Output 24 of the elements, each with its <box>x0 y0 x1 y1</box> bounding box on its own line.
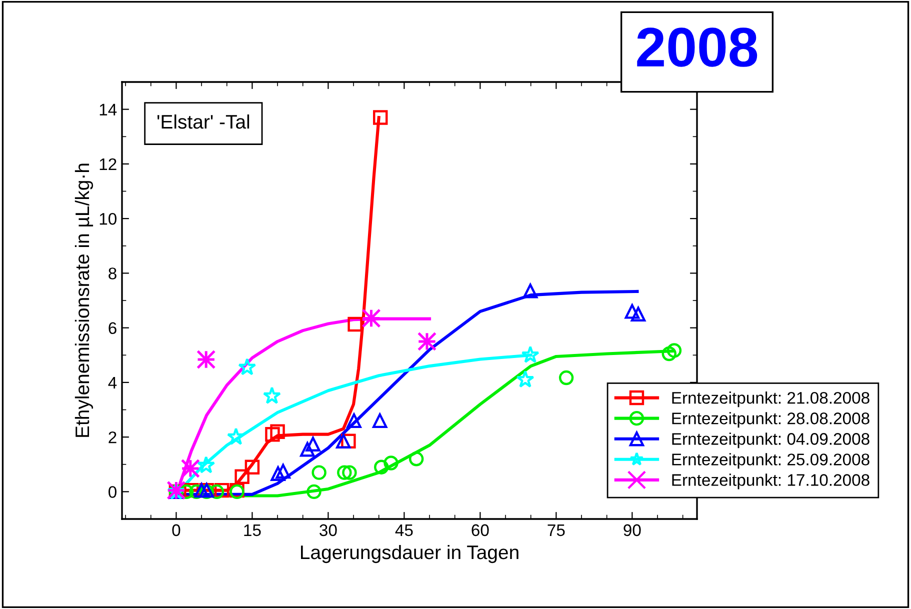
y-tick-label: 4 <box>108 377 117 388</box>
text: 2008 <box>637 28 758 67</box>
y-tick-label: 0 <box>108 486 116 498</box>
x-tick-label: 30 <box>320 524 337 536</box>
x-tick-label: 90 <box>624 524 641 536</box>
legend-label: Erntezeitpunkt: 28.08.2008 <box>672 412 870 428</box>
y-tick-label: 2 <box>108 431 116 444</box>
y-axis-title: Ethylenemissionsrate in µL/kg·h <box>74 164 94 437</box>
y-tick-label: 12 <box>100 158 116 170</box>
y-tick-label: 10 <box>100 212 116 225</box>
x-tick-label: 0 <box>172 524 180 536</box>
y-tick-label: 8 <box>108 268 116 280</box>
y-tick-label: 6 <box>108 322 116 334</box>
legend-label: Erntezeitpunkt: 21.08.2008 <box>672 392 870 408</box>
y-tick-label: 14 <box>100 104 117 116</box>
x-tick-label: 60 <box>472 524 489 536</box>
x-tick-label: 15 <box>244 524 261 536</box>
x-axis-title: Lagerungsdauer in Tagen <box>301 544 518 564</box>
legend-label: Erntezeitpunkt: 04.09.2008 <box>672 432 870 448</box>
legend-label: Erntezeitpunkt: 17.10.2008 <box>672 474 870 490</box>
legend-label: Erntezeitpunkt: 25.09.2008 <box>672 453 870 469</box>
x-tick-label: 45 <box>395 524 413 536</box>
annotation: 'Elstar' -Tal <box>157 114 250 129</box>
x-tick-label: 75 <box>548 524 565 536</box>
